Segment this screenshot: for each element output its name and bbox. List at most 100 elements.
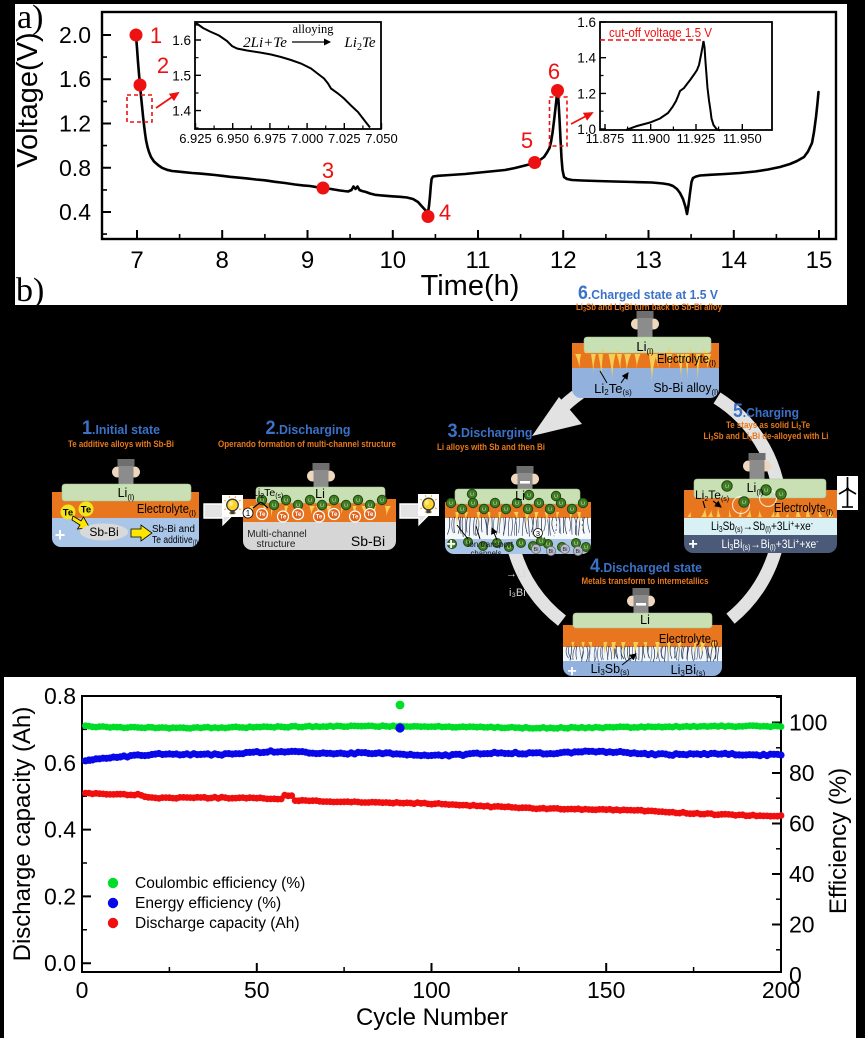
svg-text:7.025: 7.025 xyxy=(328,131,361,146)
svg-text:Sb-Bi alloy(l): Sb-Bi alloy(l) xyxy=(653,380,718,397)
svg-text:+: + xyxy=(567,663,576,680)
svg-text:9: 9 xyxy=(301,247,314,274)
svg-text:Li: Li xyxy=(493,501,497,506)
svg-text:0.6: 0.6 xyxy=(44,750,76,776)
svg-text:200: 200 xyxy=(762,977,800,1003)
svg-text:0: 0 xyxy=(76,977,89,1003)
svg-text:Li: Li xyxy=(515,501,519,506)
svg-text:Li: Li xyxy=(764,488,768,493)
svg-text:Te: Te xyxy=(367,512,374,518)
svg-text:b): b) xyxy=(16,272,44,309)
svg-text:Li: Li xyxy=(481,544,485,549)
svg-text:11.875: 11.875 xyxy=(586,131,625,146)
svg-text:a): a) xyxy=(17,0,43,36)
svg-text:Li: Li xyxy=(507,545,511,550)
svg-text:Te additive alloys with Sb-Bi: Te additive alloys with Sb-Bi xyxy=(68,439,174,450)
svg-text:50: 50 xyxy=(244,977,270,1003)
svg-text:Discharge capacity (Ah): Discharge capacity (Ah) xyxy=(9,707,36,962)
svg-text:Li: Li xyxy=(471,501,475,506)
svg-text:6: 6 xyxy=(548,59,560,84)
svg-text:1: 1 xyxy=(150,23,162,48)
svg-text:Bi: Bi xyxy=(549,549,554,555)
svg-text:channels: channels xyxy=(471,548,502,558)
svg-text:0.0: 0.0 xyxy=(44,950,76,976)
svg-text:Li: Li xyxy=(450,542,454,547)
svg-text:+: + xyxy=(688,536,697,553)
svg-text:1.6: 1.6 xyxy=(59,66,91,92)
svg-text:Li: Li xyxy=(526,507,530,512)
svg-text:1.2: 1.2 xyxy=(577,86,596,101)
svg-text:Sb-Bi: Sb-Bi xyxy=(89,525,118,539)
svg-text:Sb-Bi and: Sb-Bi and xyxy=(152,524,195,535)
svg-text:Li: Li xyxy=(495,541,499,546)
svg-text:Te: Te xyxy=(331,512,338,518)
svg-text:Li alloys with Sb and then Bi: Li alloys with Sb and then Bi xyxy=(437,442,545,453)
svg-text:Li: Li xyxy=(482,507,486,512)
svg-text:Te: Te xyxy=(63,508,73,519)
svg-text:Electrolyte(l): Electrolyte(l) xyxy=(659,632,718,648)
svg-text:Li: Li xyxy=(527,493,531,498)
svg-text:5: 5 xyxy=(521,128,533,153)
svg-text:1.Initial state: 1.Initial state xyxy=(82,418,160,439)
svg-text:Li: Li xyxy=(725,484,729,489)
svg-text:Voltage(V): Voltage(V) xyxy=(12,32,44,167)
svg-text:2Li+Te: 2Li+Te xyxy=(243,35,287,51)
svg-text:2.Discharging: 2.Discharging xyxy=(266,418,351,439)
svg-text:Electrolyte(l): Electrolyte(l) xyxy=(657,352,716,368)
svg-text:150: 150 xyxy=(587,977,625,1003)
svg-text:Li: Li xyxy=(308,498,312,503)
svg-text:Li: Li xyxy=(356,498,360,503)
svg-text:+: + xyxy=(446,536,455,553)
svg-text:6.950: 6.950 xyxy=(216,131,249,146)
svg-text:11.950: 11.950 xyxy=(723,131,762,146)
svg-text:13: 13 xyxy=(635,247,662,274)
svg-text:10: 10 xyxy=(379,247,406,274)
svg-text:Li: Li xyxy=(449,501,453,506)
svg-text:Li: Li xyxy=(272,503,276,508)
svg-text:Li: Li xyxy=(537,501,541,506)
svg-text:Li: Li xyxy=(260,498,264,503)
svg-text:Li: Li xyxy=(742,500,746,505)
svg-text:100: 100 xyxy=(789,710,827,736)
svg-text:Ion transport: Ion transport xyxy=(467,539,514,549)
svg-text:Li: Li xyxy=(554,494,558,499)
svg-text:Li: Li xyxy=(570,507,574,512)
svg-text:4.Discharged state: 4.Discharged state xyxy=(590,556,702,577)
svg-text:Te additive(l): Te additive(l) xyxy=(152,535,198,547)
svg-text:7.050: 7.050 xyxy=(365,131,398,146)
svg-text:1.0: 1.0 xyxy=(577,122,596,137)
svg-text:1.4: 1.4 xyxy=(577,51,596,66)
svg-text:Li: Li xyxy=(344,503,348,508)
svg-text:14: 14 xyxy=(720,247,747,274)
svg-text:1.6: 1.6 xyxy=(577,15,596,30)
svg-text:Te: Te xyxy=(81,505,91,516)
svg-text:11: 11 xyxy=(466,247,491,274)
svg-text:Metals transform to intermetal: Metals transform to intermetallics xyxy=(582,576,709,587)
svg-text:+: + xyxy=(55,525,66,545)
svg-text:Li3Sb(s)→Sb(l)+3Li++xe-: Li3Sb(s)→Sb(l)+3Li++xe- xyxy=(711,519,813,534)
svg-text:Li2Te: Li2Te xyxy=(343,35,375,53)
svg-text:Operando formation of multi-ch: Operando formation of multi-channel stru… xyxy=(218,439,396,449)
svg-text:15: 15 xyxy=(806,247,833,274)
svg-text:11.925: 11.925 xyxy=(677,131,716,146)
svg-text:Te: Te xyxy=(259,512,266,518)
svg-text:2.0: 2.0 xyxy=(59,22,91,48)
svg-text:0.8: 0.8 xyxy=(59,155,91,181)
svg-text:60: 60 xyxy=(789,811,815,837)
svg-text:Li: Li xyxy=(515,489,525,503)
svg-text:Li: Li xyxy=(504,507,508,512)
svg-text:Li: Li xyxy=(460,507,464,512)
svg-text:→Li: →Li xyxy=(506,568,526,580)
svg-text:Li: Li xyxy=(539,539,543,544)
svg-text:Electrolyte(l): Electrolyte(l) xyxy=(137,502,196,518)
svg-text:2: 2 xyxy=(157,53,169,78)
svg-text:4: 4 xyxy=(439,200,451,225)
svg-text:cut-off voltage 1.5 V: cut-off voltage 1.5 V xyxy=(609,25,712,40)
svg-text:Li: Li xyxy=(296,503,300,508)
svg-text:0: 0 xyxy=(789,962,802,988)
svg-text:Bi: Bi xyxy=(576,549,581,555)
svg-text:alloying: alloying xyxy=(293,22,335,36)
svg-text:Li: Li xyxy=(584,545,588,550)
svg-text:Te stays as solid Li2Te: Te stays as solid Li2Te xyxy=(726,420,810,432)
svg-text:3: 3 xyxy=(322,158,334,183)
